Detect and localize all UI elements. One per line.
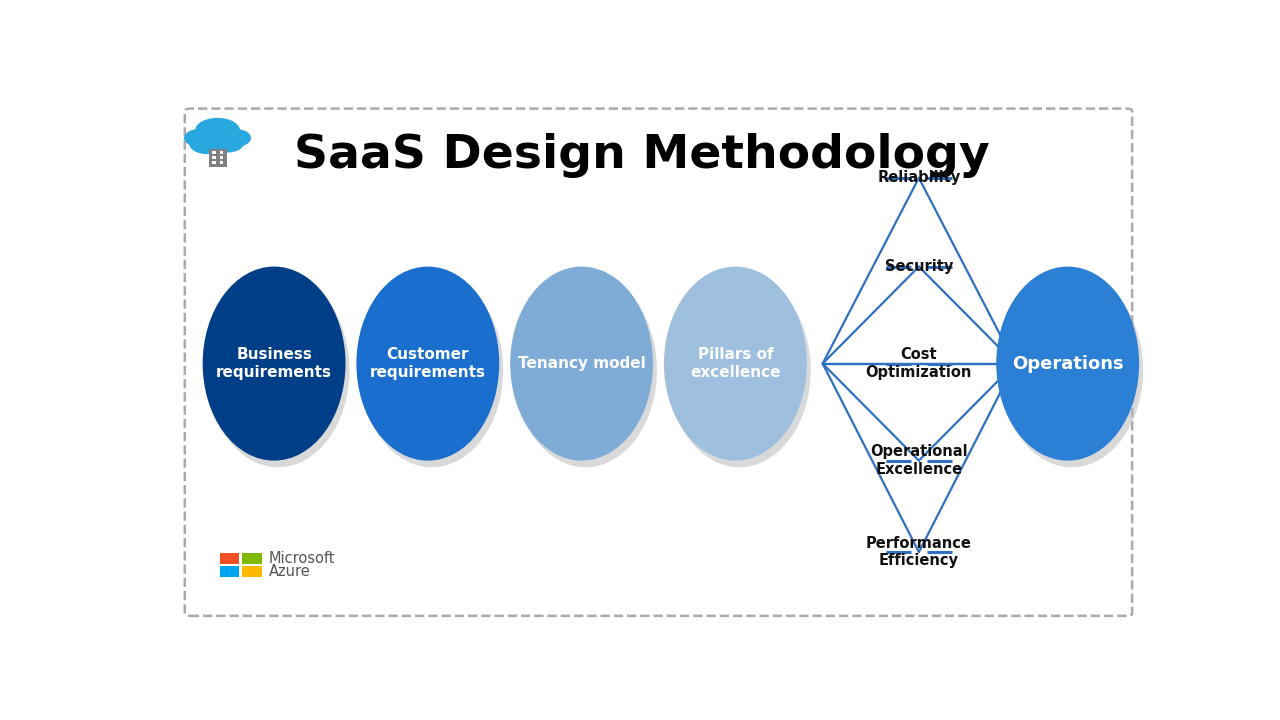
Text: Tenancy model: Tenancy model xyxy=(517,356,645,371)
Ellipse shape xyxy=(202,266,346,461)
Circle shape xyxy=(211,134,243,152)
Text: Microsoft: Microsoft xyxy=(269,552,335,566)
FancyBboxPatch shape xyxy=(242,566,262,577)
Ellipse shape xyxy=(206,273,349,467)
Ellipse shape xyxy=(1000,273,1143,467)
Text: Security: Security xyxy=(884,259,954,274)
FancyBboxPatch shape xyxy=(211,151,215,154)
Ellipse shape xyxy=(361,273,503,467)
Ellipse shape xyxy=(996,266,1139,461)
Text: Operations: Operations xyxy=(1012,354,1124,373)
FancyBboxPatch shape xyxy=(209,149,228,167)
Text: Operational
Excellence: Operational Excellence xyxy=(870,444,968,477)
Text: Cost
Optimization: Cost Optimization xyxy=(865,347,972,379)
Ellipse shape xyxy=(668,273,810,467)
Text: Customer
requirements: Customer requirements xyxy=(370,347,486,379)
FancyBboxPatch shape xyxy=(242,553,262,564)
Text: SaaS Design Methodology: SaaS Design Methodology xyxy=(294,133,989,178)
FancyBboxPatch shape xyxy=(220,151,224,154)
FancyBboxPatch shape xyxy=(220,553,239,564)
Circle shape xyxy=(189,133,225,153)
Ellipse shape xyxy=(515,273,657,467)
Circle shape xyxy=(197,131,237,153)
Circle shape xyxy=(220,130,251,146)
FancyBboxPatch shape xyxy=(220,156,224,159)
FancyBboxPatch shape xyxy=(220,161,224,164)
FancyBboxPatch shape xyxy=(211,156,215,159)
FancyBboxPatch shape xyxy=(211,161,215,164)
Ellipse shape xyxy=(511,266,653,461)
Text: Business
requirements: Business requirements xyxy=(216,347,332,379)
Text: Azure: Azure xyxy=(269,564,311,579)
Circle shape xyxy=(196,119,239,143)
Circle shape xyxy=(184,130,215,146)
Text: Reliability: Reliability xyxy=(877,171,960,185)
Ellipse shape xyxy=(356,266,499,461)
Ellipse shape xyxy=(664,266,806,461)
FancyBboxPatch shape xyxy=(220,566,239,577)
Text: Pillars of
excellence: Pillars of excellence xyxy=(690,347,781,379)
Text: Performance
Efficiency: Performance Efficiency xyxy=(867,536,972,568)
